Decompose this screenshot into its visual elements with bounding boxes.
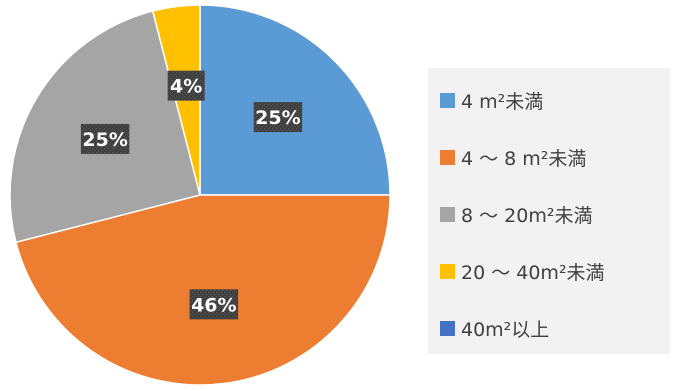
data-label-2: 46% [189, 289, 239, 320]
legend-item-5: 40m²以上 [440, 313, 549, 343]
data-label-box-4 [167, 70, 205, 101]
data-label-text-4: 4% [170, 76, 202, 98]
legend-swatch-2 [440, 149, 455, 165]
data-label-box-3 [80, 123, 130, 154]
data-label-text-1: 25% [255, 107, 300, 129]
legend-swatch-4 [440, 263, 455, 279]
pie-data-labels: 25% 46% 25% 4% [80, 70, 303, 320]
data-label-box-1 [253, 102, 303, 133]
data-label-text-3: 25% [82, 129, 127, 151]
legend-item-1: 4 m²未満 [440, 85, 543, 115]
data-label-1: 25% [253, 102, 303, 133]
legend-label-4: 20 〜 40m²未満 [461, 261, 605, 284]
legend-swatch-1 [440, 92, 455, 108]
legend-swatch-3 [440, 206, 455, 222]
pie-slices [9, 4, 391, 386]
legend-label-5: 40m²以上 [461, 318, 550, 341]
data-label-box-2 [189, 289, 239, 320]
data-label-text-2: 46% [191, 294, 236, 316]
legend-label-1: 4 m²未満 [461, 90, 544, 113]
data-label-4: 4% [167, 70, 205, 101]
legend-item-3: 8 〜 20m²未満 [440, 199, 592, 229]
legend: 4 m²未満 4 〜 8 m²未満 8 〜 20m²未満 20 〜 40m²未満 40m… [428, 68, 670, 354]
legend-swatch-5 [440, 320, 455, 336]
data-label-3: 25% [80, 123, 130, 154]
pie-plot: 25% 46% 25% 4% [9, 4, 391, 386]
legend-label-2: 4 〜 8 m²未満 [461, 147, 587, 170]
pie-slice-1 [199, 4, 391, 196]
legend-item-4: 20 〜 40m²未満 [440, 256, 605, 286]
legend-label-3: 8 〜 20m²未満 [461, 204, 593, 227]
legend-item-2: 4 〜 8 m²未満 [440, 142, 586, 172]
